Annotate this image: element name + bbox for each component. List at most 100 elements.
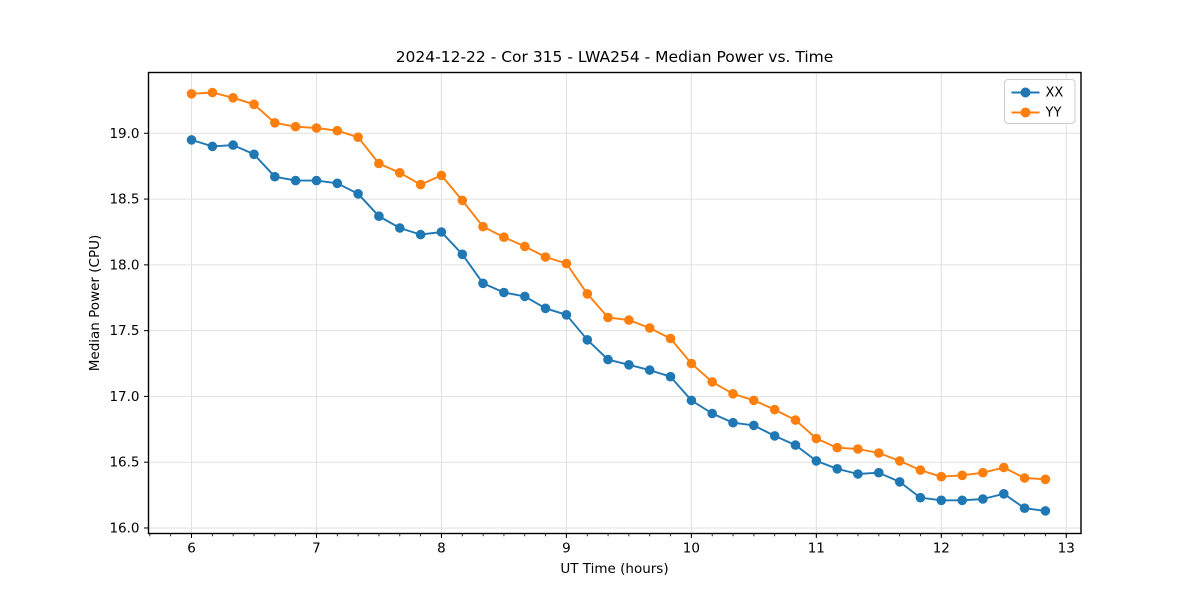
x-tick-label: 12 xyxy=(933,541,950,557)
data-point-marker-xx xyxy=(915,492,926,503)
data-point-marker-xx xyxy=(936,495,947,506)
data-point-marker-yy xyxy=(228,93,238,103)
data-point-marker-xx xyxy=(478,278,488,289)
data-point-marker-xx xyxy=(520,291,530,302)
data-point-marker-yy xyxy=(915,465,926,475)
axes-frame xyxy=(147,71,1082,535)
data-point-marker-xx xyxy=(1040,506,1051,516)
data-point-marker-xx xyxy=(561,310,572,320)
data-point-marker-yy xyxy=(936,471,947,482)
data-point-marker-xx xyxy=(832,464,842,474)
data-point-marker-xx xyxy=(353,189,363,199)
data-point-marker-yy xyxy=(249,99,259,110)
data-point-marker-yy xyxy=(332,125,343,136)
data-point-marker-yy xyxy=(686,358,697,369)
data-point-marker-xx xyxy=(957,495,967,506)
data-point-marker-xx xyxy=(415,229,426,240)
legend-box xyxy=(1004,79,1076,124)
data-point-marker-yy xyxy=(582,289,593,299)
data-point-marker-yy xyxy=(644,323,655,333)
data-point-marker-xx xyxy=(999,489,1009,499)
data-point-marker-yy xyxy=(540,252,551,262)
data-point-marker-xx xyxy=(374,211,384,221)
data-point-marker-yy xyxy=(561,258,572,269)
data-point-marker-xx xyxy=(686,395,697,406)
y-tick-label: 17.0 xyxy=(109,389,139,405)
data-point-marker-yy xyxy=(832,442,842,453)
x-tick-label: 6 xyxy=(187,541,196,557)
chart-title: 2024-12-22 - Cor 315 - LWA254 - Median P… xyxy=(395,48,834,66)
data-point-marker-xx xyxy=(540,303,551,314)
data-point-marker-xx xyxy=(790,440,801,450)
data-point-marker-yy xyxy=(853,444,863,454)
data-point-marker-yy xyxy=(520,241,530,252)
data-point-marker-yy xyxy=(374,158,384,169)
data-point-marker-yy xyxy=(395,168,405,178)
data-point-marker-yy xyxy=(270,118,280,128)
data-point-marker-yy xyxy=(311,123,322,133)
data-point-marker-yy xyxy=(728,389,738,399)
y-tick-label: 18.0 xyxy=(109,257,139,273)
data-point-marker-xx xyxy=(457,249,468,260)
data-point-marker-yy xyxy=(353,132,363,142)
x-tick-label: 11 xyxy=(808,541,825,557)
data-point-marker-xx xyxy=(811,456,822,466)
data-point-marker-yy xyxy=(207,87,218,98)
data-point-marker-yy xyxy=(186,89,197,99)
data-point-marker-yy xyxy=(749,395,759,406)
data-point-marker-yy xyxy=(665,333,676,344)
data-point-marker-yy xyxy=(603,312,613,323)
data-point-marker-xx xyxy=(499,287,509,298)
y-tick-label: 18.5 xyxy=(109,192,139,208)
data-point-marker-yy xyxy=(769,404,780,415)
y-tick-label: 16.5 xyxy=(109,455,139,471)
data-point-marker-yy xyxy=(894,456,905,466)
data-point-marker-xx xyxy=(270,171,280,182)
data-point-marker-yy xyxy=(790,415,801,425)
x-tick-label: 7 xyxy=(312,541,321,557)
axes-background xyxy=(148,72,1081,534)
data-point-marker-xx xyxy=(728,417,738,428)
data-point-marker-xx xyxy=(603,354,613,365)
data-point-marker-yy xyxy=(957,470,967,481)
y-axis-label: Median Power (CPU) xyxy=(87,234,103,372)
data-point-marker-yy xyxy=(624,315,634,325)
data-point-marker-xx xyxy=(228,140,238,150)
data-point-marker-xx xyxy=(582,335,593,345)
x-tick-label: 9 xyxy=(562,541,571,557)
x-tick-label: 10 xyxy=(683,541,700,557)
data-point-marker-yy xyxy=(1040,474,1051,485)
data-point-marker-yy xyxy=(874,448,884,458)
y-tick-label: 19.0 xyxy=(109,126,139,142)
data-point-marker-xx xyxy=(769,431,780,441)
data-point-marker-yy xyxy=(1019,473,1030,483)
data-point-marker-yy xyxy=(478,221,488,232)
data-point-marker-xx xyxy=(978,494,988,504)
y-tick-label: 16.0 xyxy=(109,520,139,536)
data-point-marker-yy xyxy=(978,467,988,478)
data-point-marker-xx xyxy=(436,227,447,237)
legend-marker-yy xyxy=(1020,107,1031,118)
data-point-marker-yy xyxy=(811,433,822,444)
data-point-marker-yy xyxy=(290,121,301,132)
data-point-marker-xx xyxy=(186,135,197,145)
data-point-marker-xx xyxy=(1019,503,1030,513)
x-tick-label: 8 xyxy=(437,541,446,557)
data-point-marker-xx xyxy=(665,371,676,382)
data-point-marker-yy xyxy=(436,170,447,181)
data-point-marker-xx xyxy=(853,469,863,479)
data-point-marker-yy xyxy=(499,232,509,242)
data-point-marker-xx xyxy=(707,408,717,419)
data-point-marker-xx xyxy=(207,141,218,152)
x-tick-label: 13 xyxy=(1058,541,1075,557)
data-point-marker-xx xyxy=(749,420,759,431)
x-axis-label: UT Time (hours) xyxy=(560,561,669,577)
legend-marker-xx xyxy=(1020,87,1031,98)
data-point-marker-xx xyxy=(395,223,405,233)
data-point-marker-yy xyxy=(999,462,1009,473)
legend-label-yy: YY xyxy=(1045,106,1062,121)
data-point-marker-yy xyxy=(415,179,426,190)
data-point-marker-yy xyxy=(457,195,468,206)
